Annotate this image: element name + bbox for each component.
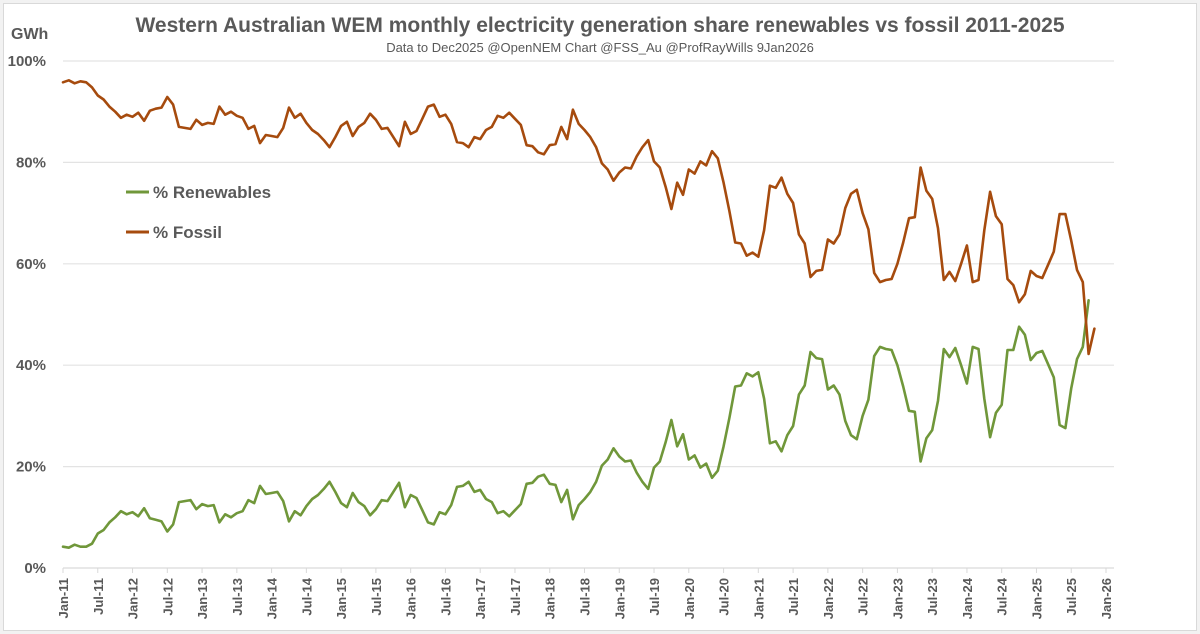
x-tick-label: Jan-25 — [1029, 578, 1044, 619]
x-tick-label: Jan-21 — [751, 578, 766, 619]
x-tick-label: Jan-20 — [682, 578, 697, 619]
x-tick-label: Jan-11 — [56, 578, 71, 618]
y-tick-label: 100% — [8, 53, 46, 70]
gridlines — [63, 60, 1114, 569]
x-tick-label: Jan-26 — [1099, 578, 1114, 619]
x-tick-label: Jan-17 — [473, 578, 488, 619]
x-tick-label: Jul-14 — [299, 577, 314, 615]
x-tick-label: Jan-15 — [334, 578, 349, 619]
x-tick-label: Jan-22 — [821, 578, 836, 619]
x-tick-label: Jan-19 — [612, 578, 627, 619]
series-line-fossil — [61, 79, 1096, 356]
chart-title: Western Australian WEM monthly electrici… — [135, 14, 1064, 37]
x-axis: Jan-11 Jul-11 Jan-12 Jul-12 Jan-13 Jul-13 Jan-… — [56, 568, 1114, 619]
x-tick-label: Jul-12 — [160, 578, 175, 616]
x-tick-label: Jul-17 — [508, 578, 523, 616]
x-tick-label: Jan-16 — [404, 578, 419, 619]
x-tick-label: Jul-22 — [856, 578, 871, 616]
x-tick-label: Jul-15 — [369, 578, 384, 616]
y-tick-label: 80% — [16, 154, 46, 171]
series-line-renewables — [61, 298, 1090, 550]
series-lines — [61, 79, 1096, 550]
legend-item-renewables[interactable]: % Renewables — [126, 183, 271, 202]
legend-label-renewables: % Renewables — [153, 183, 271, 202]
x-tick-label: Jan-23 — [890, 578, 905, 619]
x-tick-label: Jan-14 — [265, 577, 280, 619]
y-axis-label: GWh — [11, 26, 48, 43]
x-tick-label: Jul-21 — [786, 578, 801, 616]
y-axis-ticks: 0% 20% 40% 60% 80% 100% — [8, 53, 46, 577]
x-tick-label: Jul-19 — [647, 578, 662, 616]
y-tick-label: 60% — [16, 256, 46, 273]
x-tick-label: Jul-25 — [1064, 578, 1079, 616]
legend-item-fossil[interactable]: % Fossil — [126, 223, 222, 242]
y-tick-label: 20% — [16, 459, 46, 476]
x-tick-label: Jul-18 — [578, 578, 593, 616]
x-tick-label: Jul-24 — [995, 577, 1010, 615]
x-tick-label: Jan-13 — [195, 578, 210, 619]
x-tick-label: Jul-20 — [717, 578, 732, 616]
y-tick-label: 40% — [16, 357, 46, 374]
x-tick-label: Jul-16 — [438, 578, 453, 616]
y-tick-label: 0% — [24, 560, 46, 577]
x-tick-label: Jan-12 — [126, 578, 141, 619]
x-tick-label: Jan-24 — [960, 577, 975, 619]
x-tick-label: Jul-23 — [925, 578, 940, 616]
x-tick-label: Jul-11 — [91, 578, 106, 615]
x-tick-label: Jan-18 — [543, 578, 558, 619]
chart-frame — [3, 3, 1197, 631]
x-tick-label: Jul-13 — [230, 578, 245, 616]
legend: % Renewables % Fossil — [126, 183, 271, 242]
legend-label-fossil: % Fossil — [153, 223, 222, 242]
chart-subtitle: Data to Dec2025 @OpenNEM Chart @FSS_Au @… — [386, 40, 814, 55]
